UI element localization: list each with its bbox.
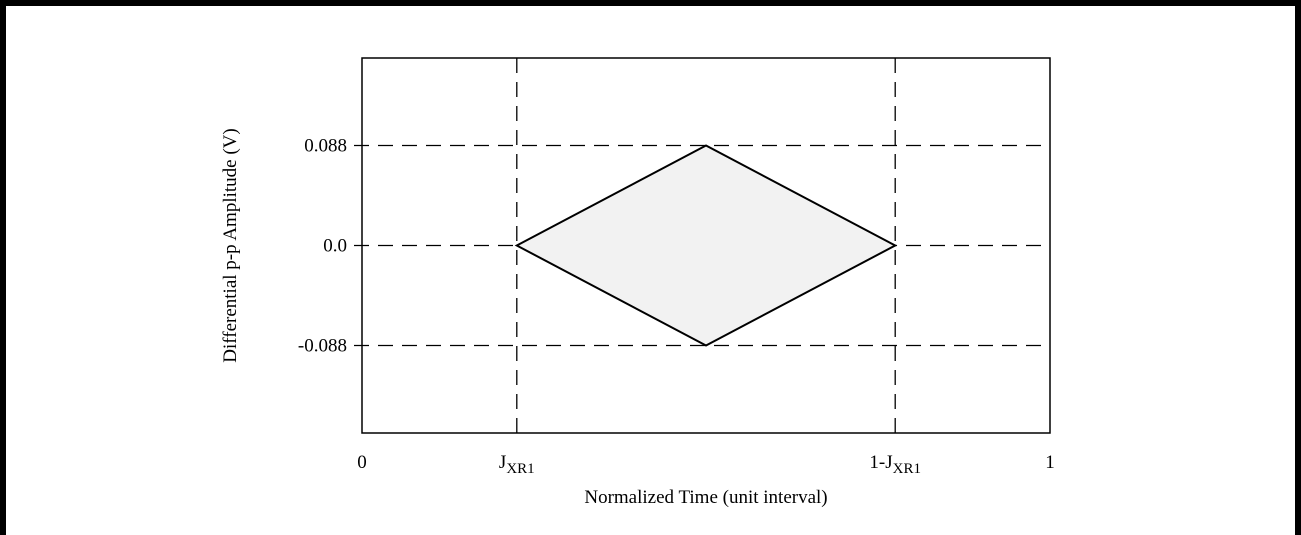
x-tick-label-1: JXR1: [499, 452, 535, 477]
y-tick-label-0: 0.088: [304, 136, 347, 157]
y-axis-title: Differential p-p Amplitude (V): [220, 128, 241, 362]
x-tick-label-0: 0: [357, 452, 367, 473]
x-tick-labels: 0 JXR1 1-JXR1 1: [357, 452, 1055, 477]
y-tick-label-2: -0.088: [298, 336, 347, 357]
x-tick-label-2: 1-JXR1: [869, 452, 921, 477]
eye-mask-diamond: [514, 144, 898, 347]
x-tick-label-3: 1: [1045, 452, 1055, 473]
plot-area-border: [361, 57, 1051, 434]
y-tick-labels: 0.088 0.0 -0.088: [298, 136, 347, 357]
x-axis-title: Normalized Time (unit interval): [584, 487, 827, 508]
y-tick-label-1: 0.0: [323, 236, 347, 257]
